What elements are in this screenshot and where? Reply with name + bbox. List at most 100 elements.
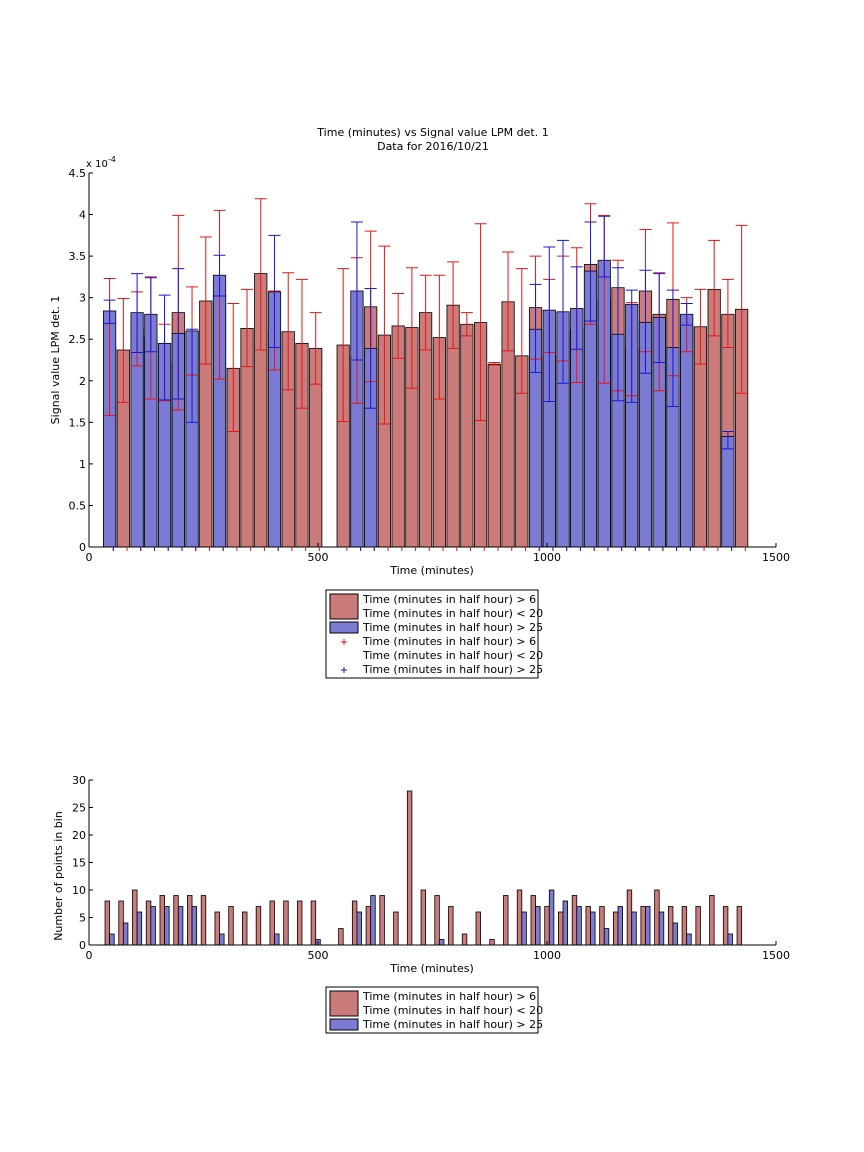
bottom-bar-red: [489, 939, 495, 946]
top-legend-label: Time (minutes in half hour) > 6: [362, 593, 536, 606]
top-ytick-label: 3.5: [69, 250, 87, 263]
top-errorbar-blue: [721, 430, 734, 450]
top-legend-label: Time (minutes in half hour) > 25: [362, 621, 543, 634]
bottom-bar-red: [104, 900, 111, 946]
top-errorbar-blue: [570, 266, 583, 350]
bottom-bar-red: [283, 900, 289, 946]
top-legend-swatch-blue: [329, 621, 359, 634]
top-errorbar-blue: [103, 299, 116, 324]
bottom-bar-blue: [122, 922, 129, 946]
bottom-bar-blue: [631, 911, 637, 946]
bottom-bar-blue: [191, 906, 198, 946]
bottom-ytick-label: 10: [72, 884, 86, 897]
top-errorbar-blue: [364, 288, 377, 409]
top-errorbar-red: [488, 361, 501, 366]
bottom-bar-blue: [150, 906, 156, 946]
top-bar-blue: [721, 436, 735, 548]
bottom-bar-blue: [438, 939, 445, 946]
top-errorbar-red: [378, 245, 391, 425]
bottom-bar-blue: [370, 895, 376, 946]
bottom-bar-blue: [177, 906, 184, 946]
top-legend-label: Time (minutes in half hour) < 20: [362, 649, 543, 662]
top-errorbar-red: [694, 288, 707, 365]
top-exponent-label: x 10-4: [86, 155, 116, 170]
bottom-bar-red: [516, 889, 523, 946]
bottom-legend-box: [325, 986, 539, 1034]
top-axes: 0 0.5 1 1.5 2 2.5 3 3.5 4 4.5 0 500 1000 1500: [69, 167, 791, 564]
top-errorbar-red: [282, 272, 295, 391]
bottom-bar-red: [448, 906, 454, 946]
top-legend-marker-red: [341, 639, 347, 645]
bottom-xtick-label: 0: [86, 949, 93, 962]
top-errorbar-red: [433, 274, 446, 400]
top-errorbar-red: [447, 261, 460, 349]
bottom-xtick-label: 500: [308, 949, 329, 962]
bottom-bar-red: [530, 895, 536, 946]
top-errorbar-red: [392, 293, 405, 359]
bottom-bar-red: [393, 911, 399, 946]
bottom-bar-red: [434, 895, 440, 946]
top-xlabel: Time (minutes): [389, 564, 474, 577]
bottom-bar-red: [214, 911, 220, 946]
bottom-bar-red: [695, 906, 701, 946]
top-errorbar-blue: [639, 269, 652, 374]
bottom-bar-red: [640, 906, 646, 946]
bottom-bar-blue: [617, 906, 623, 946]
bottom-bar-red: [269, 900, 275, 946]
top-errorbar-blue: [158, 294, 171, 401]
top-errorbar-red: [419, 274, 432, 351]
bottom-bar-red: [654, 889, 660, 946]
top-errorbar-red: [117, 297, 130, 403]
top-errorbar-red: [735, 224, 748, 394]
bottom-bar-red: [626, 889, 633, 946]
top-errorbar-red: [309, 312, 322, 385]
top-errorbar-red: [405, 267, 418, 389]
bottom-bar-blue: [136, 911, 143, 946]
top-errorbar-red: [721, 278, 734, 349]
bottom-bars-layer: [104, 790, 743, 946]
bottom-bar-red: [365, 906, 372, 946]
top-ytick-label: 0: [79, 541, 86, 554]
top-errorbar-blue: [543, 246, 556, 403]
bottom-legend-label: Time (minutes in half hour) > 25: [362, 1018, 543, 1031]
bottom-bar-red: [187, 895, 193, 946]
bottom-legend-swatch-red: [329, 990, 359, 1017]
top-legend-label: Time (minutes in half hour) < 20: [362, 607, 543, 620]
bottom-bar-red: [599, 906, 605, 946]
top-ytick-label: 1.5: [69, 416, 87, 429]
bottom-bar-red: [667, 906, 674, 946]
top-xtick-label: 1500: [762, 551, 790, 564]
signal-bar-chart: 00.511.522.533.544.50 500 1000 1500 x 10-4 …: [49, 155, 791, 679]
bottom-bar-blue: [590, 911, 596, 946]
top-legend-box: [325, 589, 539, 679]
top-errorbar-red: [241, 288, 254, 368]
bottom-bar-blue: [535, 906, 541, 946]
top-xtick-label: 1000: [533, 551, 561, 564]
bottom-xtick-label: 1000: [533, 949, 561, 962]
top-errorbar-blue: [131, 273, 144, 354]
bottom-ytick-label: 30: [72, 774, 86, 787]
bottom-ytick-label: 0: [79, 939, 86, 952]
top-legend-swatch-red: [329, 593, 359, 620]
top-errorbars-layer: [103, 198, 748, 450]
top-ytick-label: 2: [79, 375, 86, 388]
bottom-bar-red: [228, 906, 234, 946]
bottom-bar-red: [351, 900, 358, 946]
bottom-ytick-label: 15: [72, 857, 86, 870]
top-ytick-label: 4.5: [69, 167, 87, 180]
top-xtick-label: 0: [86, 551, 93, 564]
top-errorbar-blue: [268, 234, 281, 349]
top-errorbar-blue: [584, 221, 597, 322]
bottom-bar-blue: [603, 928, 610, 946]
top-legend-label: Time (minutes in half hour) > 6: [362, 635, 536, 648]
bottom-bar-red: [585, 906, 591, 946]
top-errorbar-blue: [680, 302, 693, 326]
top-legend-marker-blue: [341, 667, 347, 673]
bottom-bar-red: [296, 900, 303, 946]
bottom-bar-blue: [521, 911, 527, 946]
bottom-bar-red: [379, 895, 385, 946]
chart-title: Time (minutes) vs Signal value LPM det. …: [316, 126, 548, 139]
bottom-bar-red: [709, 895, 715, 946]
bottom-ylabel: Number of points in bin: [52, 811, 65, 941]
